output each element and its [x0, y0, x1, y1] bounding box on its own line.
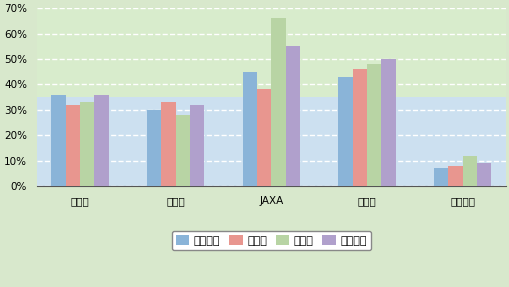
Bar: [257, 90, 271, 186]
Bar: [366, 64, 381, 186]
Bar: [285, 46, 299, 186]
Bar: [381, 59, 395, 186]
Legend: 電気工学, 計　測, 化　学, 機械工学: 電気工学, 計 測, 化 学, 機械工学: [172, 231, 371, 250]
Bar: [271, 18, 285, 186]
Bar: [337, 77, 352, 186]
Bar: [476, 163, 491, 186]
Bar: [161, 102, 175, 186]
Bar: [175, 115, 190, 186]
Bar: [94, 94, 108, 186]
Bar: [51, 94, 66, 186]
Bar: [352, 69, 366, 186]
Bar: [433, 168, 447, 186]
Bar: [66, 105, 80, 186]
Bar: [80, 102, 94, 186]
Bar: [242, 72, 257, 186]
Bar: [190, 105, 204, 186]
Bar: [147, 110, 161, 186]
Bar: [447, 166, 462, 186]
Bar: [462, 156, 476, 186]
Bar: [37, 0, 505, 97]
